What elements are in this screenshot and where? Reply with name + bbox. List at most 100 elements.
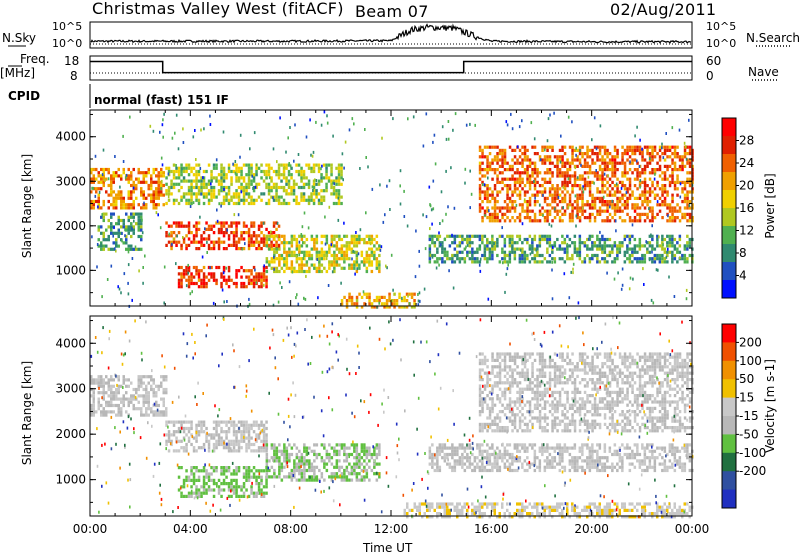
power-cell [98, 187, 101, 190]
velocity-cell [200, 492, 203, 495]
power-cell [406, 299, 409, 302]
power-cell [240, 167, 243, 170]
power-cell [371, 270, 374, 273]
power-cell [489, 165, 492, 168]
power-cell [198, 186, 201, 189]
power-cell [504, 162, 507, 165]
power-cell [656, 184, 659, 187]
velocity-cell [356, 463, 359, 466]
power-cell [664, 190, 667, 193]
power-cell [674, 165, 677, 168]
power-cell [178, 167, 181, 170]
velocity-cell [281, 469, 284, 472]
power-cell [536, 174, 539, 177]
velocity-cell [504, 407, 507, 410]
power-cell [253, 225, 256, 228]
power-cell [318, 257, 321, 260]
power-cell [646, 190, 649, 193]
velocity-cell [228, 430, 231, 433]
velocity-cell [155, 385, 158, 388]
power-cell [190, 170, 193, 173]
power-speckle [534, 137, 536, 140]
power-speckle [218, 202, 220, 205]
power-cell [376, 248, 379, 251]
power-cell [98, 229, 101, 232]
power-cell [150, 187, 153, 190]
power-cell [639, 238, 642, 241]
velocity-cell [95, 378, 98, 381]
power-cell [624, 260, 627, 263]
power-cell [340, 196, 343, 199]
power-cell [180, 196, 183, 199]
power-cell [110, 229, 113, 232]
velocity-cell [100, 382, 103, 385]
power-speckle [453, 287, 455, 290]
power-cell [559, 168, 562, 171]
power-speckle [552, 246, 554, 249]
power-cell [566, 168, 569, 171]
power-cell [479, 190, 482, 193]
power-speckle [579, 149, 581, 152]
power-cell [559, 187, 562, 190]
power-cell [494, 210, 497, 213]
power-cell [661, 187, 664, 190]
power-cell [604, 190, 607, 193]
power-cell [491, 178, 494, 181]
power-colorbar-band [722, 280, 736, 299]
power-cell [671, 244, 674, 247]
velocity-cell [353, 469, 356, 472]
power-cell [614, 206, 617, 209]
power-cell [228, 167, 231, 170]
velocity-cell [248, 443, 251, 446]
velocity-cell [188, 430, 191, 433]
power-cell [591, 206, 594, 209]
power-speckle [276, 160, 278, 163]
power-speckle [161, 180, 163, 183]
power-cell [373, 257, 376, 260]
velocity-cell [150, 407, 153, 410]
power-cell [596, 235, 599, 238]
power-cell [561, 174, 564, 177]
power-cell [178, 231, 181, 234]
power-cell [644, 257, 647, 260]
power-cell [378, 260, 381, 263]
power-speckle [97, 243, 99, 246]
velocity-cell [343, 447, 346, 450]
power-cell [153, 168, 156, 171]
freq-panel-frame [90, 56, 692, 80]
power-cell [125, 241, 128, 244]
power-cell [614, 203, 617, 206]
power-cell [629, 178, 632, 181]
power-cell [330, 167, 333, 170]
power-speckle [551, 225, 553, 228]
power-speckle [317, 296, 319, 299]
power-cell [321, 270, 324, 273]
power-cell [110, 190, 113, 193]
power-cell [178, 225, 181, 228]
power-cell [250, 170, 253, 173]
power-speckle [435, 162, 437, 165]
power-cell [506, 260, 509, 263]
velocity-cell [486, 394, 489, 397]
velocity-cell [138, 401, 141, 404]
power-cell [265, 276, 268, 279]
velocity-cell [198, 469, 201, 472]
power-cell [579, 254, 582, 257]
power-cell [461, 241, 464, 244]
power-cell [541, 184, 544, 187]
power-cell [330, 170, 333, 173]
power-cell [671, 162, 674, 165]
power-cell [363, 241, 366, 244]
power-cell [501, 248, 504, 251]
power-cell [108, 184, 111, 187]
power-cell [213, 192, 216, 195]
power-cell [291, 241, 294, 244]
power-cell [649, 194, 652, 197]
velocity-cell [233, 485, 236, 488]
power-cell [250, 237, 253, 240]
power-cell [260, 164, 263, 167]
velocity-cell [208, 440, 211, 443]
power-cell [634, 158, 637, 161]
power-cell [118, 174, 121, 177]
power-speckle [686, 158, 688, 161]
